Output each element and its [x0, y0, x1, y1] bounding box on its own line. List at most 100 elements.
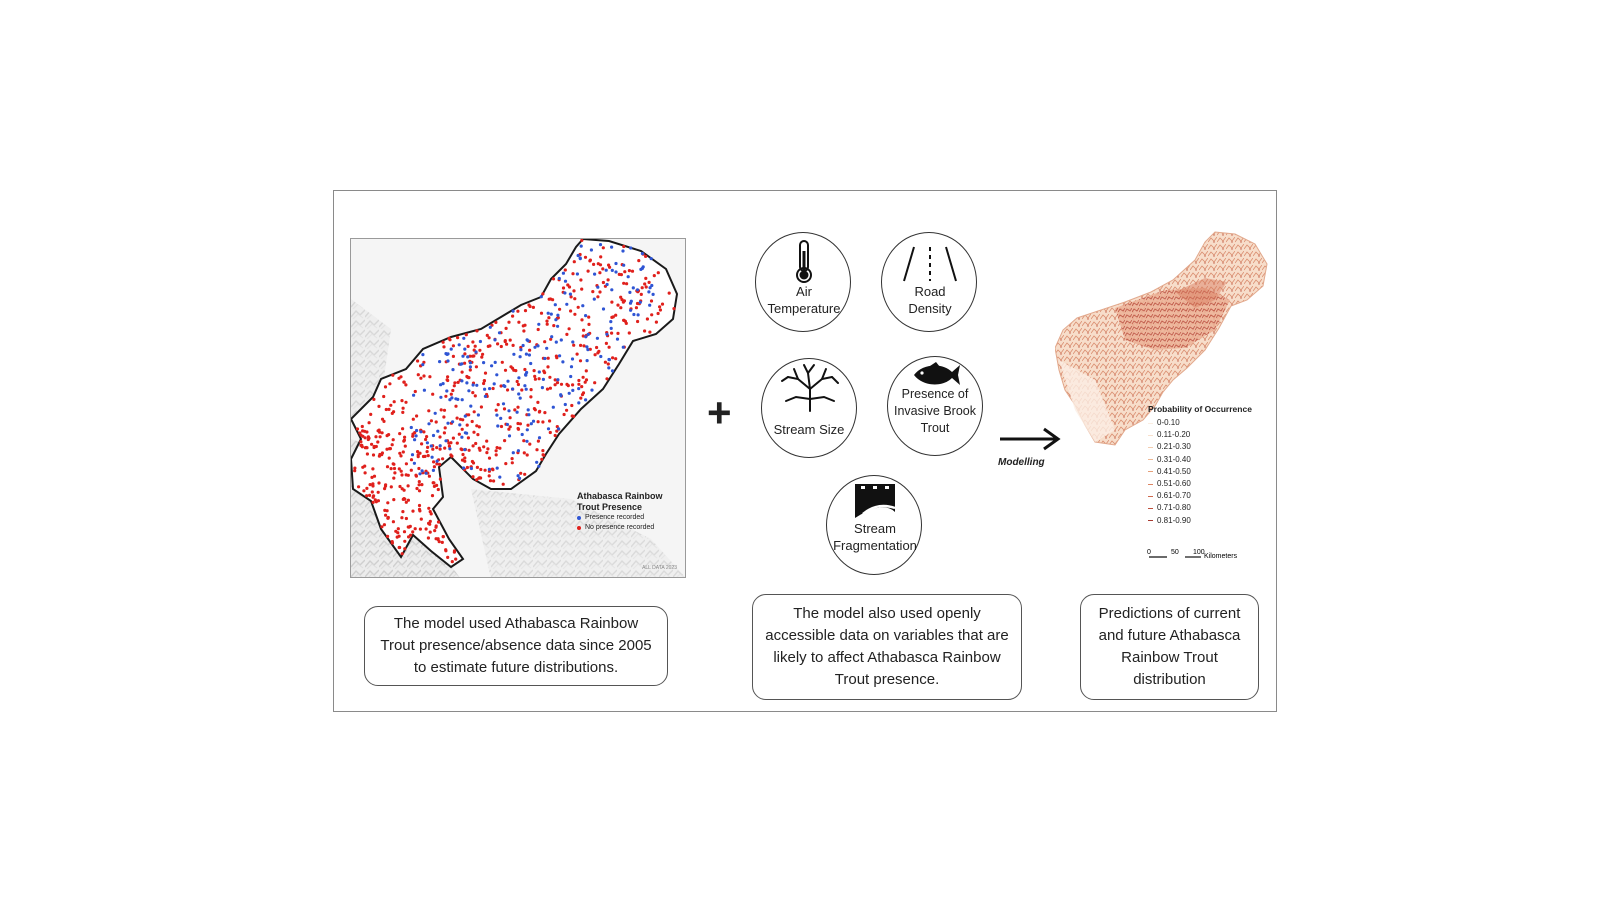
no-presence-point	[606, 362, 610, 366]
presence-point	[584, 398, 588, 402]
no-presence-point	[508, 425, 512, 429]
no-presence-point	[390, 443, 394, 447]
no-presence-point	[567, 285, 572, 289]
no-presence-point	[353, 466, 357, 470]
presence-point	[621, 345, 625, 349]
no-presence-point	[438, 447, 442, 451]
no-presence-point	[378, 435, 382, 439]
presence-point	[446, 421, 450, 425]
map-credit: ALL DATA 2023	[642, 565, 677, 571]
presence-point	[533, 345, 537, 349]
no-presence-point	[487, 456, 492, 460]
scale-tick-100: 100	[1193, 549, 1205, 556]
no-presence-point	[627, 331, 631, 335]
no-presence-point	[454, 557, 458, 561]
no-presence-point	[545, 322, 549, 326]
no-presence-point	[422, 430, 426, 434]
no-presence-point	[528, 348, 532, 352]
no-presence-point	[505, 342, 509, 346]
no-presence-point	[540, 457, 544, 461]
probability-legend-row: 0-0.10	[1148, 417, 1252, 429]
no-presence-point	[478, 476, 482, 480]
no-presence-point	[406, 484, 410, 488]
presence-point	[609, 326, 613, 330]
no-presence-point	[387, 433, 391, 437]
no-presence-point	[463, 456, 467, 460]
no-presence-point	[553, 383, 557, 387]
no-presence-point	[604, 341, 608, 345]
no-presence-point	[622, 281, 626, 285]
variable-air-temperature: Air Temperature	[755, 232, 851, 332]
no-presence-point	[411, 432, 415, 436]
no-presence-point	[388, 447, 392, 451]
no-presence-point	[523, 472, 527, 476]
no-presence-point	[415, 414, 419, 418]
no-presence-point	[616, 303, 620, 307]
no-presence-point	[418, 527, 422, 531]
presence-point	[579, 244, 583, 248]
presence-point	[414, 434, 418, 438]
no-presence-point	[371, 453, 376, 457]
no-presence-point	[541, 449, 545, 453]
no-presence-point	[498, 446, 502, 450]
no-presence-point	[402, 530, 407, 534]
presence-point	[439, 395, 443, 399]
no-presence-point	[392, 410, 396, 414]
presence-point	[563, 279, 568, 283]
no-presence-point	[555, 381, 560, 385]
no-presence-point	[390, 541, 394, 545]
no-presence-point	[406, 498, 410, 502]
presence-point	[553, 303, 557, 307]
no-presence-point	[533, 377, 537, 381]
no-presence-point	[572, 289, 576, 293]
no-presence-point	[559, 382, 564, 386]
no-presence-point	[443, 426, 447, 430]
no-presence-point	[581, 375, 585, 379]
no-presence-point	[365, 494, 369, 498]
no-presence-point	[403, 539, 407, 543]
no-presence-point	[427, 474, 431, 478]
right-arrow-icon	[1000, 427, 1061, 451]
no-presence-point	[417, 489, 422, 493]
presence-point	[570, 357, 575, 361]
no-presence-point	[377, 481, 381, 485]
no-presence-point	[510, 457, 514, 461]
presence-point	[567, 391, 571, 395]
caption-right: Predictions of current and future Athaba…	[1080, 594, 1259, 700]
no-presence-point	[465, 465, 469, 470]
no-presence-point	[523, 367, 527, 372]
presence-map: Athabasca Rainbow Trout Presence Presenc…	[350, 238, 686, 578]
no-presence-point	[456, 380, 460, 384]
no-presence-point	[471, 475, 475, 479]
no-presence-point	[396, 531, 400, 535]
no-presence-point	[610, 300, 614, 304]
presence-point	[475, 383, 479, 387]
no-presence-point	[481, 352, 485, 356]
no-presence-point	[598, 271, 602, 275]
presence-point	[541, 377, 545, 381]
no-presence-point	[389, 467, 393, 471]
no-presence-point	[402, 380, 406, 384]
no-presence-point	[416, 450, 420, 454]
no-presence-point	[449, 453, 453, 457]
no-presence-point	[387, 456, 391, 460]
no-presence-point	[635, 301, 640, 306]
no-presence-point	[561, 286, 566, 290]
no-presence-point	[555, 429, 559, 433]
no-presence-point	[658, 305, 662, 309]
no-presence-point	[442, 431, 446, 435]
no-presence-point	[569, 309, 573, 313]
presence-points	[409, 243, 655, 480]
no-presence-point	[582, 328, 586, 332]
presence-point	[427, 422, 431, 426]
no-presence-point	[570, 414, 574, 418]
no-presence-point	[522, 439, 526, 443]
presence-point	[487, 467, 491, 471]
no-presence-point	[416, 359, 420, 363]
presence-point	[598, 243, 603, 247]
no-presence-point	[452, 549, 457, 553]
no-presence-point	[370, 442, 374, 446]
presence-point	[535, 460, 539, 464]
no-presence-point	[650, 313, 654, 317]
presence-point	[435, 459, 439, 463]
